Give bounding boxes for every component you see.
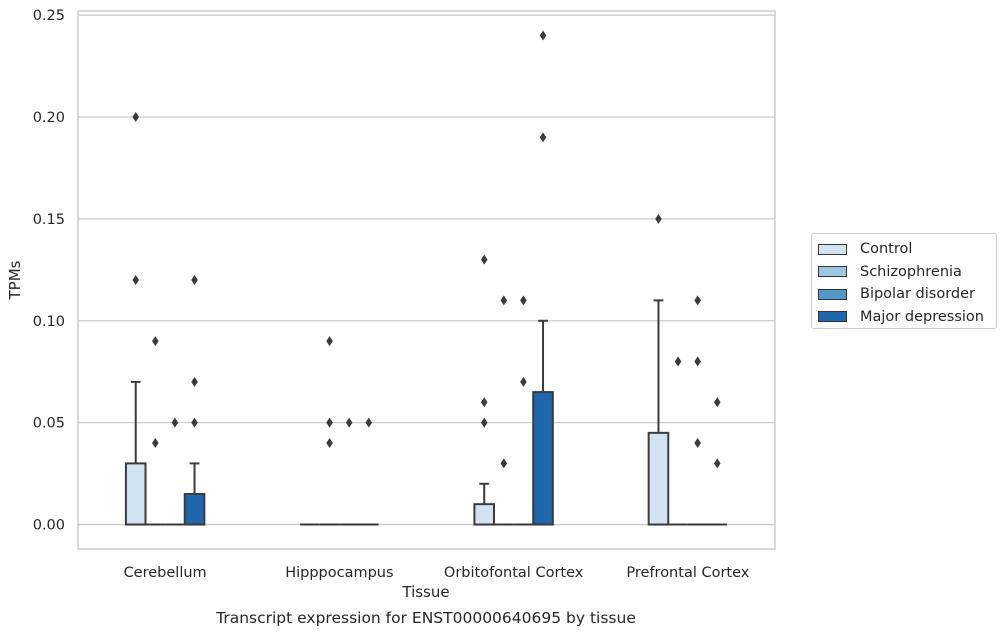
y-tick-labels: 0.00 0.05 0.10 0.15 0.20 0.25: [33, 8, 65, 533]
outlier-point: [713, 458, 721, 469]
outlier-point: [713, 397, 721, 408]
y-tick-label: 0.25: [33, 8, 65, 24]
legend-label: Bipolar disorder: [860, 286, 975, 303]
outlier-point: [132, 111, 140, 122]
box-4: [358, 417, 379, 526]
legend-swatch: [818, 266, 847, 278]
box-4: [183, 275, 206, 526]
chart-title: Transcript expression for ENST0000064069…: [215, 609, 636, 627]
legend-item: Control: [818, 238, 996, 261]
outlier-point: [365, 417, 373, 428]
box-body: [473, 503, 496, 526]
box-body: [647, 431, 670, 526]
legend-swatch: [818, 311, 847, 323]
outlier-point: [152, 336, 159, 347]
outlier-point: [326, 438, 333, 449]
box-3: [339, 417, 359, 526]
box-2: [319, 336, 340, 526]
box-2: [494, 295, 514, 526]
y-tick-label: 0.05: [33, 416, 65, 432]
outlier-point: [539, 30, 547, 41]
outlier-point: [674, 356, 682, 367]
grid-lines: [78, 14, 775, 526]
box-marks: [124, 30, 728, 526]
y-tick-label: 0.00: [33, 518, 65, 534]
outlier-point: [152, 438, 159, 449]
legend-item: Bipolar disorder: [818, 283, 996, 306]
outlier-point: [500, 295, 508, 306]
outlier-point: [520, 376, 527, 387]
x-tick-label: Prefrontal Cortex: [626, 565, 749, 581]
x-tick-label: Orbitofontal Cortex: [444, 565, 584, 581]
outlier-point: [326, 336, 333, 347]
legend-item: Schizophrenia: [818, 261, 996, 284]
box-2: [145, 336, 166, 526]
box-body: [124, 462, 147, 526]
legend-label: Major depression: [860, 308, 984, 325]
outlier-point: [655, 213, 662, 224]
plot-frame: [77, 10, 776, 550]
box-body: [183, 492, 206, 526]
box-3: [513, 295, 534, 526]
box-body: [532, 391, 554, 526]
outlier-point: [191, 417, 198, 428]
box-4: [532, 30, 554, 526]
box-4: [707, 397, 728, 526]
outlier-point: [326, 417, 333, 428]
legend: Control Schizophrenia Bipolar disorder Majo…: [811, 233, 997, 329]
outlier-point: [520, 295, 527, 306]
box-3: [687, 295, 708, 526]
outlier-point: [132, 275, 140, 285]
outlier-point: [191, 275, 198, 285]
outlier-point: [480, 417, 488, 428]
legend-swatch: [818, 288, 847, 300]
outlier-point: [345, 417, 353, 428]
outlier-point: [694, 356, 701, 367]
outlier-point: [480, 397, 488, 408]
y-tick-label: 0.15: [33, 212, 65, 228]
legend-item: Major depression: [818, 306, 996, 329]
y-tick-label: 0.10: [33, 314, 65, 330]
box-1: [647, 213, 670, 526]
x-tick-label: Hipppocampus: [285, 565, 393, 581]
box-1: [124, 111, 147, 526]
box-2: [668, 356, 688, 526]
x-tick-labels: Cerebellum Hipppocampus Orbitofontal Corte…: [124, 565, 750, 581]
outlier-point: [191, 376, 198, 387]
outlier-point: [500, 458, 508, 469]
outlier-point: [694, 295, 701, 306]
outlier-point: [539, 132, 547, 143]
y-axis-label: TPMs: [6, 260, 24, 300]
box-1: [473, 254, 496, 526]
y-tick-label: 0.20: [33, 110, 65, 126]
legend-label: Control: [860, 241, 913, 258]
legend-label: Schizophrenia: [860, 263, 962, 280]
outlier-point: [480, 254, 488, 265]
legend-swatch: [818, 243, 847, 255]
x-tick-label: Cerebellum: [124, 565, 207, 581]
outlier-point: [171, 417, 179, 428]
box-3: [165, 417, 185, 526]
x-axis-label: Tissue: [401, 583, 449, 601]
outlier-point: [694, 438, 701, 449]
